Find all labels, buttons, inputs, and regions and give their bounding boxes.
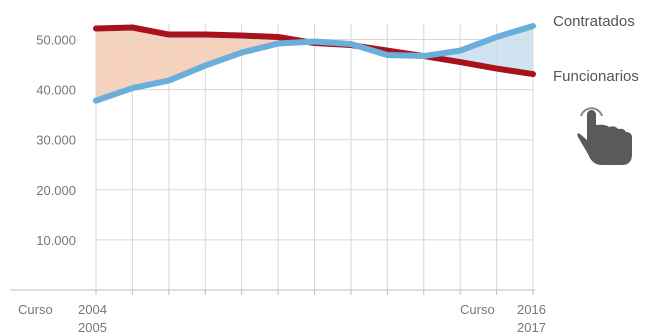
x-start-year2: 2005 [78, 320, 107, 335]
y-axis-labels: 10.000 20.000 30.000 40.000 50.000 [36, 33, 76, 248]
y-tick-label: 50.000 [36, 33, 76, 48]
hand-pointer-icon[interactable] [577, 107, 632, 165]
y-tick-label: 30.000 [36, 133, 76, 148]
y-tick-label: 40.000 [36, 83, 76, 98]
x-axis-end-label: Curso 2016 2017 [460, 302, 546, 335]
y-tick-label: 10.000 [36, 233, 76, 248]
x-start-year1: 2004 [78, 302, 107, 317]
series-lines [93, 22, 536, 104]
y-tick-label: 20.000 [36, 183, 76, 198]
series-label-funcionarios: Funcionarios [553, 68, 639, 85]
x-end-prefix: Curso [460, 302, 495, 317]
x-end-year2: 2017 [517, 320, 546, 335]
chart-grid [10, 24, 535, 295]
series-line-contratados [93, 22, 536, 104]
x-end-year1: 2016 [517, 302, 546, 317]
x-axis-start-label: Curso 2004 2005 [18, 302, 107, 335]
x-start-prefix: Curso [18, 302, 53, 317]
series-label-contratados: Contratados [553, 13, 635, 30]
